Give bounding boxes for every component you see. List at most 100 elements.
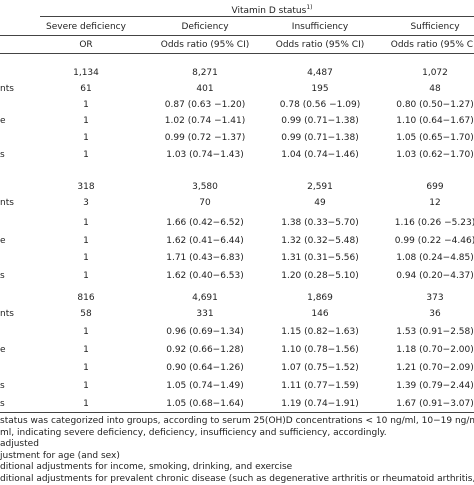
row-label: nts bbox=[0, 84, 14, 94]
cell: 699 bbox=[426, 182, 444, 192]
cell: 1.11 (0.77−1.59) bbox=[281, 381, 359, 391]
rule bbox=[40, 16, 474, 17]
cell: 816 bbox=[77, 293, 95, 303]
cell: 1.04 (0.74−1.46) bbox=[281, 150, 359, 160]
cell: 401 bbox=[196, 84, 214, 94]
cell: 70 bbox=[199, 198, 211, 208]
cell: 1.19 (0.74−1.91) bbox=[281, 399, 359, 409]
cell: 1.62 (0.40−6.53) bbox=[166, 271, 244, 281]
cell: 1.16 (0.26 −5.23) bbox=[394, 218, 474, 228]
footnote: ditional adjustments for prevalent chron… bbox=[0, 473, 474, 484]
cell: 12 bbox=[429, 198, 441, 208]
cell: 1 bbox=[83, 150, 89, 160]
cell: 0.94 (0.20−4.37) bbox=[396, 271, 474, 281]
cell: 1.07 (0.75−1.52) bbox=[281, 363, 359, 373]
column-header: Sufficiency bbox=[410, 22, 460, 32]
cell: 8,271 bbox=[192, 68, 218, 78]
cell: 0.87 (0.63 −1.20) bbox=[164, 100, 246, 110]
table-title: Vitamin D status1) bbox=[232, 2, 313, 17]
cell: 36 bbox=[429, 309, 441, 319]
rule bbox=[0, 35, 474, 36]
cell: 1.62 (0.41−6.44) bbox=[166, 236, 244, 246]
cell: 1 bbox=[83, 381, 89, 391]
row-label: s bbox=[0, 399, 5, 409]
cell: 0.99 (0.22 −4.46) bbox=[394, 236, 474, 246]
row-label: e bbox=[0, 236, 6, 246]
cell: 1.66 (0.42−6.52) bbox=[166, 218, 244, 228]
cell: 1.05 (0.74−1.49) bbox=[166, 381, 244, 391]
cell: 1.05 (0.65−1.70) bbox=[396, 133, 474, 143]
cell: 1 bbox=[83, 236, 89, 246]
row-label: nts bbox=[0, 309, 14, 319]
cell: 1 bbox=[83, 253, 89, 263]
cell: 1.71 (0.43−6.83) bbox=[166, 253, 244, 263]
cell: 58 bbox=[80, 309, 92, 319]
cell: 1.18 (0.70−2.00) bbox=[396, 345, 474, 355]
cell: 3 bbox=[83, 198, 89, 208]
footnote: ditional adjustments for income, smoking… bbox=[0, 462, 293, 472]
cell: 4,691 bbox=[192, 293, 218, 303]
cell: 1.10 (0.78−1.56) bbox=[281, 345, 359, 355]
cell: 1 bbox=[83, 116, 89, 126]
cell: 48 bbox=[429, 84, 441, 94]
cell: 1,869 bbox=[307, 293, 333, 303]
subcolumn-header: Odds ratio (95% CI) bbox=[160, 40, 250, 50]
cell: 1 bbox=[83, 218, 89, 228]
cell: 0.99 (0.71−1.38) bbox=[281, 116, 359, 126]
cell: 1.31 (0.31−5.56) bbox=[281, 253, 359, 263]
cell: 1 bbox=[83, 271, 89, 281]
cell: 1.21 (0.70−2.09) bbox=[396, 363, 474, 373]
cell: 61 bbox=[80, 84, 92, 94]
row-label: s bbox=[0, 271, 5, 281]
title-note: 1) bbox=[306, 4, 313, 11]
cell: 1.67 (0.91−3.07) bbox=[396, 399, 474, 409]
cell: 0.99 (0.71−1.38) bbox=[281, 133, 359, 143]
footnote: status was categorized into groups, acco… bbox=[0, 416, 474, 426]
cell: 1,072 bbox=[422, 68, 448, 78]
cell: 318 bbox=[77, 182, 95, 192]
cell: 1.32 (0.32−5.48) bbox=[281, 236, 359, 246]
row-label: nts bbox=[0, 198, 14, 208]
footnote: justment for age (and sex) bbox=[0, 450, 120, 461]
cell: 0.92 (0.66−1.28) bbox=[166, 345, 244, 355]
cell: 0.96 (0.69−1.34) bbox=[166, 327, 244, 337]
row-label: s bbox=[0, 150, 5, 160]
title-text: Vitamin D status bbox=[231, 6, 307, 16]
column-header: Deficiency bbox=[181, 22, 229, 32]
cell: 49 bbox=[314, 198, 326, 208]
cell: 146 bbox=[311, 309, 329, 319]
cell: 1.39 (0.79−2.44) bbox=[396, 381, 474, 391]
rule bbox=[0, 53, 474, 54]
cell: 1.02 (0.74 −1.41) bbox=[164, 116, 246, 126]
cell: 1.05 (0.68−1.64) bbox=[166, 399, 244, 409]
cell: 195 bbox=[311, 84, 329, 94]
cell: 1 bbox=[83, 399, 89, 409]
cell: 1.03 (0.62−1.70) bbox=[396, 150, 474, 160]
cell: 1.38 (0.33−5.70) bbox=[281, 218, 359, 228]
cell: 1.53 (0.91−2.58) bbox=[396, 327, 474, 337]
cell: 1 bbox=[83, 133, 89, 143]
cell: 331 bbox=[196, 309, 214, 319]
column-header: Insufficiency bbox=[291, 22, 349, 32]
subcolumn-header: OR bbox=[79, 40, 93, 50]
cell: 3,580 bbox=[192, 182, 218, 192]
cell: 0.99 (0.72 −1.37) bbox=[164, 133, 246, 143]
cell: 373 bbox=[426, 293, 444, 303]
cell: 0.90 (0.64−1.26) bbox=[166, 363, 244, 373]
subcolumn-header: Odds ratio (95% CI) bbox=[275, 40, 365, 50]
row-label: s bbox=[0, 381, 5, 391]
footnote: adjusted bbox=[0, 439, 39, 449]
cell: 1.03 (0.74−1.43) bbox=[166, 150, 244, 160]
cell: 0.78 (0.56 −1.09) bbox=[279, 100, 361, 110]
footnote: ml, indicating severe deficiency, defici… bbox=[0, 427, 387, 438]
cell: 4,487 bbox=[307, 68, 333, 78]
cell: 1 bbox=[83, 100, 89, 110]
cell: 2,591 bbox=[307, 182, 333, 192]
cell: 1 bbox=[83, 327, 89, 337]
subcolumn-header: Odds ratio (95% CI) bbox=[390, 40, 474, 50]
cell: 1.08 (0.24−4.85) bbox=[396, 253, 474, 263]
rule bbox=[0, 412, 474, 413]
cell: 1.10 (0.64−1.67) bbox=[396, 116, 474, 126]
cell: 1.20 (0.28−5.10) bbox=[281, 271, 359, 281]
